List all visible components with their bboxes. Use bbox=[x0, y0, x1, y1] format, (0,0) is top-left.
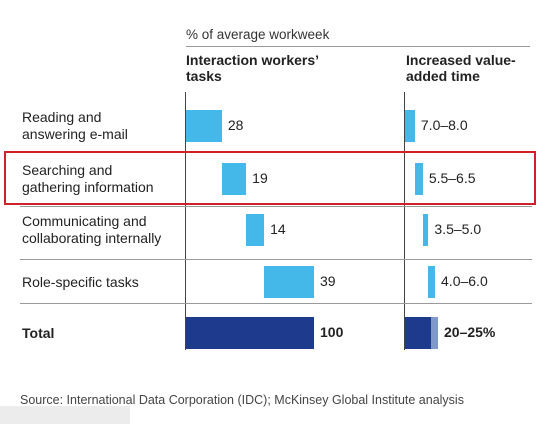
row-label-line: Searching and bbox=[22, 162, 113, 178]
task-bar bbox=[221, 163, 247, 195]
value-label: 100 bbox=[320, 324, 344, 340]
task-bar bbox=[186, 110, 222, 142]
right-chart-axis bbox=[404, 92, 405, 350]
row-divider bbox=[20, 259, 532, 260]
supertitle-rule bbox=[186, 46, 530, 47]
value-added-bar bbox=[405, 110, 415, 142]
row-divider bbox=[20, 303, 532, 304]
row-label: Communicating and collaborating internall… bbox=[22, 213, 161, 247]
row-label-line: collaborating internally bbox=[22, 230, 162, 246]
range-label: 4.0–6.0 bbox=[441, 273, 488, 289]
left-chart-title: Interaction workers’ tasks bbox=[186, 52, 319, 84]
row-label: Reading and answering e-mail bbox=[22, 109, 128, 143]
left-chart-axis bbox=[185, 92, 186, 350]
range-label: 3.5–5.0 bbox=[434, 221, 482, 237]
total-bar bbox=[405, 317, 432, 349]
value-added-bar bbox=[414, 163, 423, 195]
row-label: Role-specific tasks bbox=[22, 274, 139, 291]
row-label: Searching and gathering information bbox=[22, 162, 154, 196]
value-label: 28 bbox=[227, 117, 244, 133]
chart-supertitle: % of average workweek bbox=[186, 27, 330, 42]
row-label-line: gathering information bbox=[22, 179, 154, 195]
row-label-line: Role-specific tasks bbox=[22, 273, 139, 290]
value-added-bar bbox=[422, 214, 429, 246]
row-divider bbox=[20, 206, 532, 207]
right-chart-title: Increased value-added time bbox=[406, 52, 516, 84]
task-bar bbox=[264, 266, 314, 298]
value-label: 19 bbox=[252, 170, 268, 186]
corner-shade bbox=[0, 406, 130, 424]
row-label-line: Reading and bbox=[22, 109, 102, 125]
row-label-line: answering e-mail bbox=[22, 126, 128, 142]
row-label: Total bbox=[22, 325, 54, 342]
highlight-box bbox=[4, 151, 536, 205]
range-label: 7.0–8.0 bbox=[420, 117, 468, 133]
source-note: Source: International Data Corporation (… bbox=[20, 393, 464, 407]
row-label-line: Total bbox=[22, 324, 55, 341]
task-bar bbox=[246, 214, 265, 246]
value-label: 39 bbox=[320, 273, 336, 289]
value-label: 14 bbox=[270, 221, 286, 237]
total-bar bbox=[186, 317, 314, 349]
value-added-bar bbox=[428, 266, 436, 298]
range-label: 20–25% bbox=[444, 324, 496, 340]
range-label: 5.5–6.5 bbox=[428, 170, 476, 186]
row-label-line: Communicating and bbox=[22, 213, 147, 229]
total-range-bar bbox=[431, 317, 438, 349]
